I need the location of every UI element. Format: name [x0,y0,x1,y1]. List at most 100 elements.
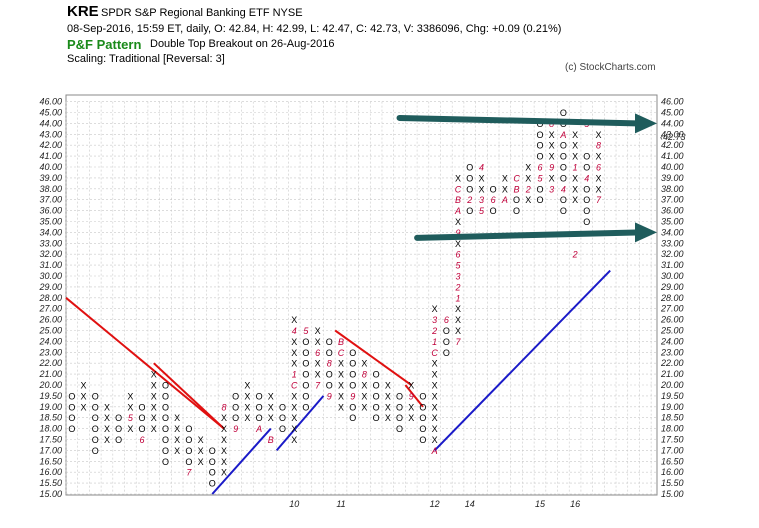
o-box: O [419,391,426,401]
y-tick-label-right: 25.00 [660,326,684,336]
x-box: X [595,184,601,194]
y-tick-label-left: 24.00 [38,336,62,346]
o-box: O [302,381,309,391]
y-tick-label-left: 15.00 [39,489,62,499]
o-box: O [560,141,567,151]
o-box: O [419,413,426,423]
y-tick-label-left: 26.00 [38,315,62,325]
x-box: X [455,173,461,183]
last-price-marker: ‹42.73 [660,132,686,142]
pattern-label: P&F Pattern [67,37,142,52]
x-box: X [244,413,250,423]
o-box: O [162,424,169,434]
o-box: O [279,402,286,412]
y-tick-label-left: 17.00 [39,445,62,455]
month-marker: 6 [315,348,320,358]
y-tick-label-left: 35.00 [39,217,62,227]
o-box: O [396,402,403,412]
y-tick-label-left: 15.50 [39,478,62,488]
x-tick-label: 11 [336,499,345,509]
o-box: O [560,195,567,205]
month-marker: 2 [466,195,472,205]
o-box: O [302,370,309,380]
y-tick-label-left: 30.00 [39,271,62,281]
x-box: X [151,402,157,412]
x-box: X [198,435,204,445]
x-box: X [432,304,438,314]
x-tick-label: 14 [465,499,475,509]
month-marker: 8 [327,359,332,369]
x-box: X [385,381,391,391]
x-box: X [151,370,157,380]
o-box: O [560,108,567,118]
x-box: X [291,424,297,434]
y-tick-label-left: 34.00 [39,227,62,237]
x-box: X [174,435,180,445]
x-box: X [151,413,157,423]
month-marker: 6 [444,315,449,325]
month-marker: 2 [455,282,461,292]
arrow-head [635,222,657,243]
y-tick-label-left: 18.00 [39,424,62,434]
o-box: O [513,206,520,216]
ticker-symbol: KRE [67,3,99,20]
scaling-info: Scaling: Traditional [Reversal: 3] [67,53,225,65]
x-box: X [361,359,367,369]
y-tick-label-left: 28.00 [38,293,62,303]
y-tick-label-right: 19.00 [661,402,684,412]
o-box: O [373,413,380,423]
x-box: X [549,152,555,162]
x-box: X [174,424,180,434]
x-box: X [268,402,274,412]
o-box: O [256,391,263,401]
o-box: O [92,402,99,412]
o-box: O [162,446,169,456]
annotation-arrows [396,113,657,243]
x-box: X [244,381,250,391]
x-box: X [291,413,297,423]
month-marker: 9 [549,163,554,173]
o-box: O [185,457,192,467]
y-tick-label-right: 16.00 [661,467,684,477]
x-box: X [268,391,274,401]
x-box: X [151,424,157,434]
o-box: O [115,413,122,423]
x-box: X [525,163,531,173]
o-box: O [68,402,75,412]
x-tick-label: 10 [289,499,299,509]
y-tick-label-right: 19.50 [661,391,684,401]
month-marker: 6 [596,163,601,173]
o-box: O [583,184,590,194]
x-box: X [338,402,344,412]
month-marker: B [338,337,344,347]
y-tick-label-right: 18.00 [661,424,684,434]
month-marker: 6 [537,163,542,173]
x-box: X [385,413,391,423]
month-marker: 7 [596,195,602,205]
o-box: O [115,424,122,434]
o-box: O [162,381,169,391]
o-box: O [373,391,380,401]
x-tick-label: 16 [570,499,580,509]
x-box: X [104,402,110,412]
y-tick-label-right: 40.00 [661,162,684,172]
x-box: X [338,359,344,369]
x-box: X [572,184,578,194]
month-marker: 2 [525,184,531,194]
y-tick-label-right: 39.00 [661,173,684,183]
y-tick-label-right: 35.00 [661,217,684,227]
o-box: O [232,413,239,423]
resistance-trend-line [153,362,225,430]
x-box: X [432,391,438,401]
x-box: X [198,446,204,456]
y-tick-label-right: 42.00 [661,140,684,150]
x-tick-label: 12 [430,499,440,509]
month-marker: 9 [456,228,461,238]
quote-line: 08-Sep-2016, 15:59 ET, daily, O: 42.84, … [67,23,562,35]
x-box: X [502,173,508,183]
y-tick-label-left: 42.00 [39,140,62,150]
month-marker: 8 [362,370,367,380]
y-tick-label-right: 17.50 [661,435,684,445]
x-box: X [127,391,133,401]
o-box: O [583,206,590,216]
